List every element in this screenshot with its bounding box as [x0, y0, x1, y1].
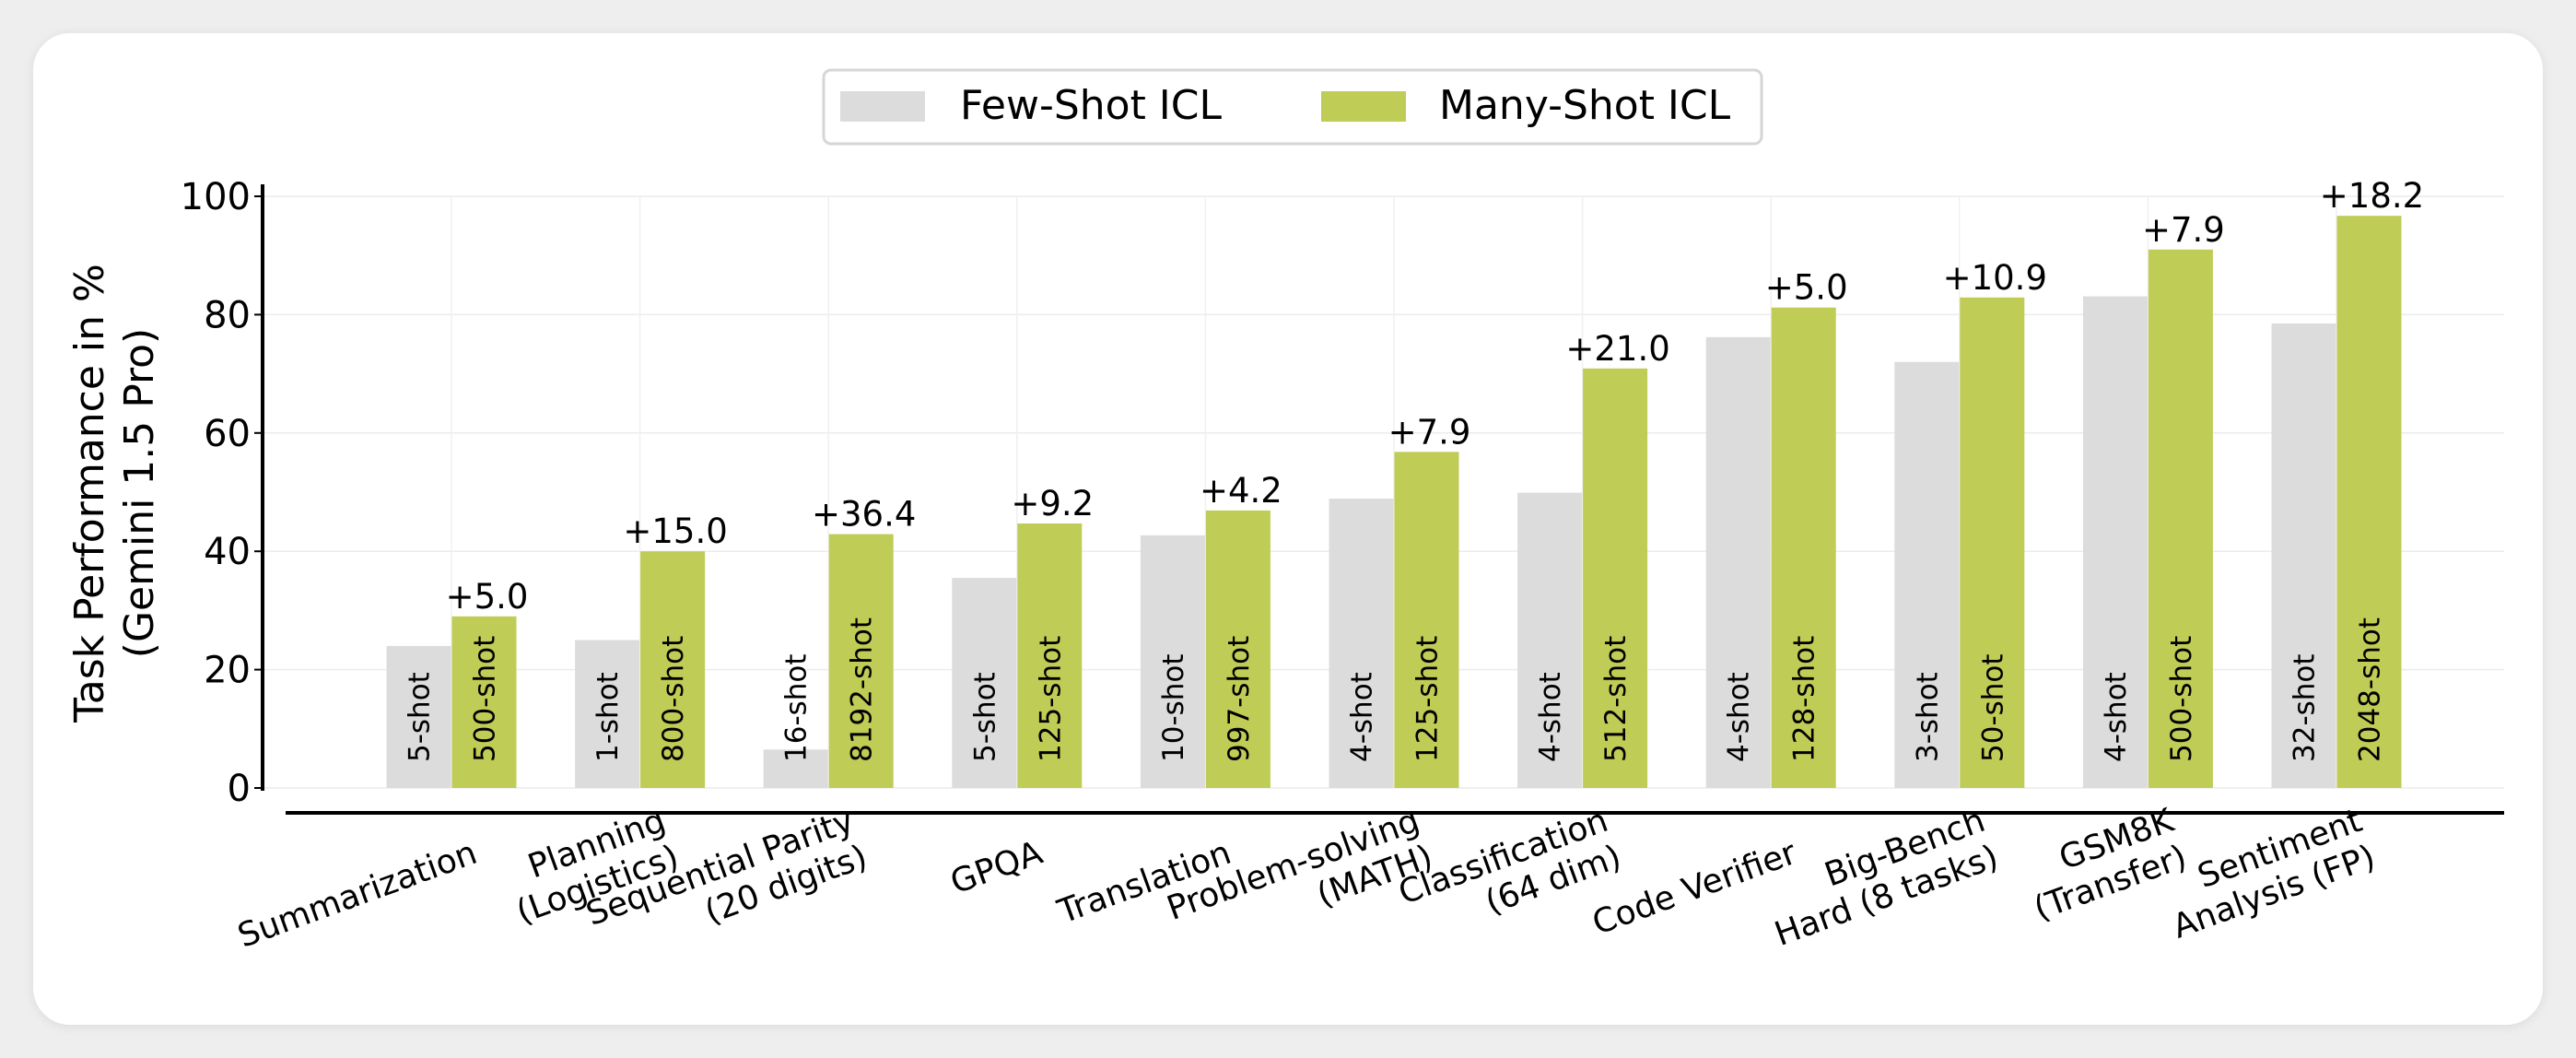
bar-many-shot: [1205, 510, 1270, 788]
category-label: Code Verifier: [1587, 834, 1801, 943]
bar-few-shot: [1329, 499, 1394, 788]
y-tick-label: 0: [228, 768, 251, 810]
legend-swatch-many-shot: [1321, 91, 1406, 122]
y-axis-label-line: (Gemini 1.5 Pro): [116, 328, 163, 658]
y-tick-label: 100: [181, 176, 251, 218]
shot-label-few: 4-shot: [1346, 672, 1379, 762]
delta-label: +4.2: [1200, 471, 1282, 511]
delta-label: +15.0: [623, 511, 727, 551]
bar-few-shot: [1140, 535, 1205, 788]
y-axis-label: Task Performance in %(Gemini 1.5 Pro): [66, 264, 163, 723]
delta-label: +7.9: [1388, 412, 1471, 452]
shot-label-many: 125-shot: [1034, 636, 1067, 762]
bar-many-shot: [1960, 297, 2025, 789]
y-tick-label: 20: [204, 650, 251, 692]
y-tick-label: 40: [204, 531, 251, 573]
bar-few-shot: [2082, 296, 2148, 788]
shot-label-few: 4-shot: [1723, 672, 1756, 762]
legend: Few-Shot ICL Many-Shot ICL: [822, 68, 1763, 146]
shot-label-many: 125-shot: [1411, 636, 1445, 762]
legend-box: [822, 68, 1763, 146]
category-label: Summarization: [233, 834, 482, 956]
axes: 0 20 40 60 80 100 Task Performance in %(Gemini…: [66, 176, 2504, 815]
category-label-line: GPQA: [945, 834, 1048, 902]
y-axis-label-line: Task Performance in %: [66, 264, 113, 723]
delta-label: +21.0: [1565, 329, 1669, 369]
delta-label: +10.9: [1943, 258, 2047, 298]
bar-few-shot: [1705, 336, 1771, 788]
shot-label-many: 500-shot: [469, 636, 502, 762]
delta-label: +5.0: [446, 577, 529, 617]
bar-many-shot: [1017, 523, 1083, 788]
bar-few-shot: [1894, 361, 1960, 788]
shot-label-few: 4-shot: [1534, 672, 1567, 762]
delta-label: +7.9: [2142, 210, 2225, 250]
category-label: Big-BenchHard (8 tasks): [1757, 802, 2004, 954]
shot-label-many: 8192-shot: [846, 617, 879, 762]
legend-swatch-few-shot: [840, 91, 925, 122]
shot-label-few: 5-shot: [404, 672, 437, 762]
delta-label: +36.4: [812, 495, 916, 535]
bar-many-shot: [828, 534, 894, 788]
legend-label-many-shot: Many-Shot ICL: [1439, 82, 1731, 129]
category-label-line: Code Verifier: [1587, 834, 1801, 943]
bar-few-shot: [763, 749, 828, 788]
bar-few-shot: [1517, 492, 1583, 788]
shot-label-few: 10-shot: [1157, 653, 1190, 762]
delta-label: +18.2: [2320, 176, 2424, 216]
category-label: Classification(64 dim): [1394, 802, 1626, 948]
y-tick-label: 80: [204, 294, 251, 336]
bar-many-shot: [1394, 452, 1459, 788]
shot-label-few: 16-shot: [780, 653, 814, 762]
bar-few-shot: [575, 640, 640, 788]
shot-label-few: 4-shot: [2100, 672, 2133, 762]
category-label: GPQA: [945, 834, 1048, 902]
delta-label: +9.2: [1011, 484, 1094, 523]
bar-few-shot: [952, 578, 1017, 788]
shot-label-many: 800-shot: [657, 636, 690, 762]
legend-label-few-shot: Few-Shot ICL: [960, 82, 1223, 129]
shot-label-few: 32-shot: [2289, 653, 2322, 762]
category-label: GSM8K(Transfer): [2016, 801, 2193, 928]
bar-many-shot: [1771, 307, 1836, 788]
bar-few-shot: [386, 645, 451, 788]
bar-many-shot: [2336, 216, 2402, 788]
bar-many-shot: [451, 616, 517, 788]
shot-label-many: 128-shot: [1788, 636, 1821, 762]
bar-many-shot: [2148, 249, 2213, 788]
shot-label-many: 512-shot: [1599, 636, 1633, 762]
shot-label-few: 3-shot: [1911, 672, 1944, 762]
category-label-line: Summarization: [233, 834, 482, 956]
shot-label-few: 5-shot: [968, 672, 1001, 762]
shot-label-many: 2048-shot: [2354, 617, 2387, 762]
bar-few-shot: [2271, 323, 2336, 788]
delta-label: +5.0: [1765, 268, 1848, 308]
bars-group: [386, 216, 2402, 789]
shot-label-many: 997-shot: [1223, 636, 1256, 762]
shot-label-few: 1-shot: [591, 672, 625, 762]
bar-many-shot: [640, 551, 706, 788]
y-tick-label: 60: [204, 413, 251, 455]
bar-many-shot: [1583, 368, 1648, 788]
shot-label-many: 500-shot: [2165, 636, 2198, 762]
shot-label-many: 50-shot: [1976, 653, 2009, 762]
